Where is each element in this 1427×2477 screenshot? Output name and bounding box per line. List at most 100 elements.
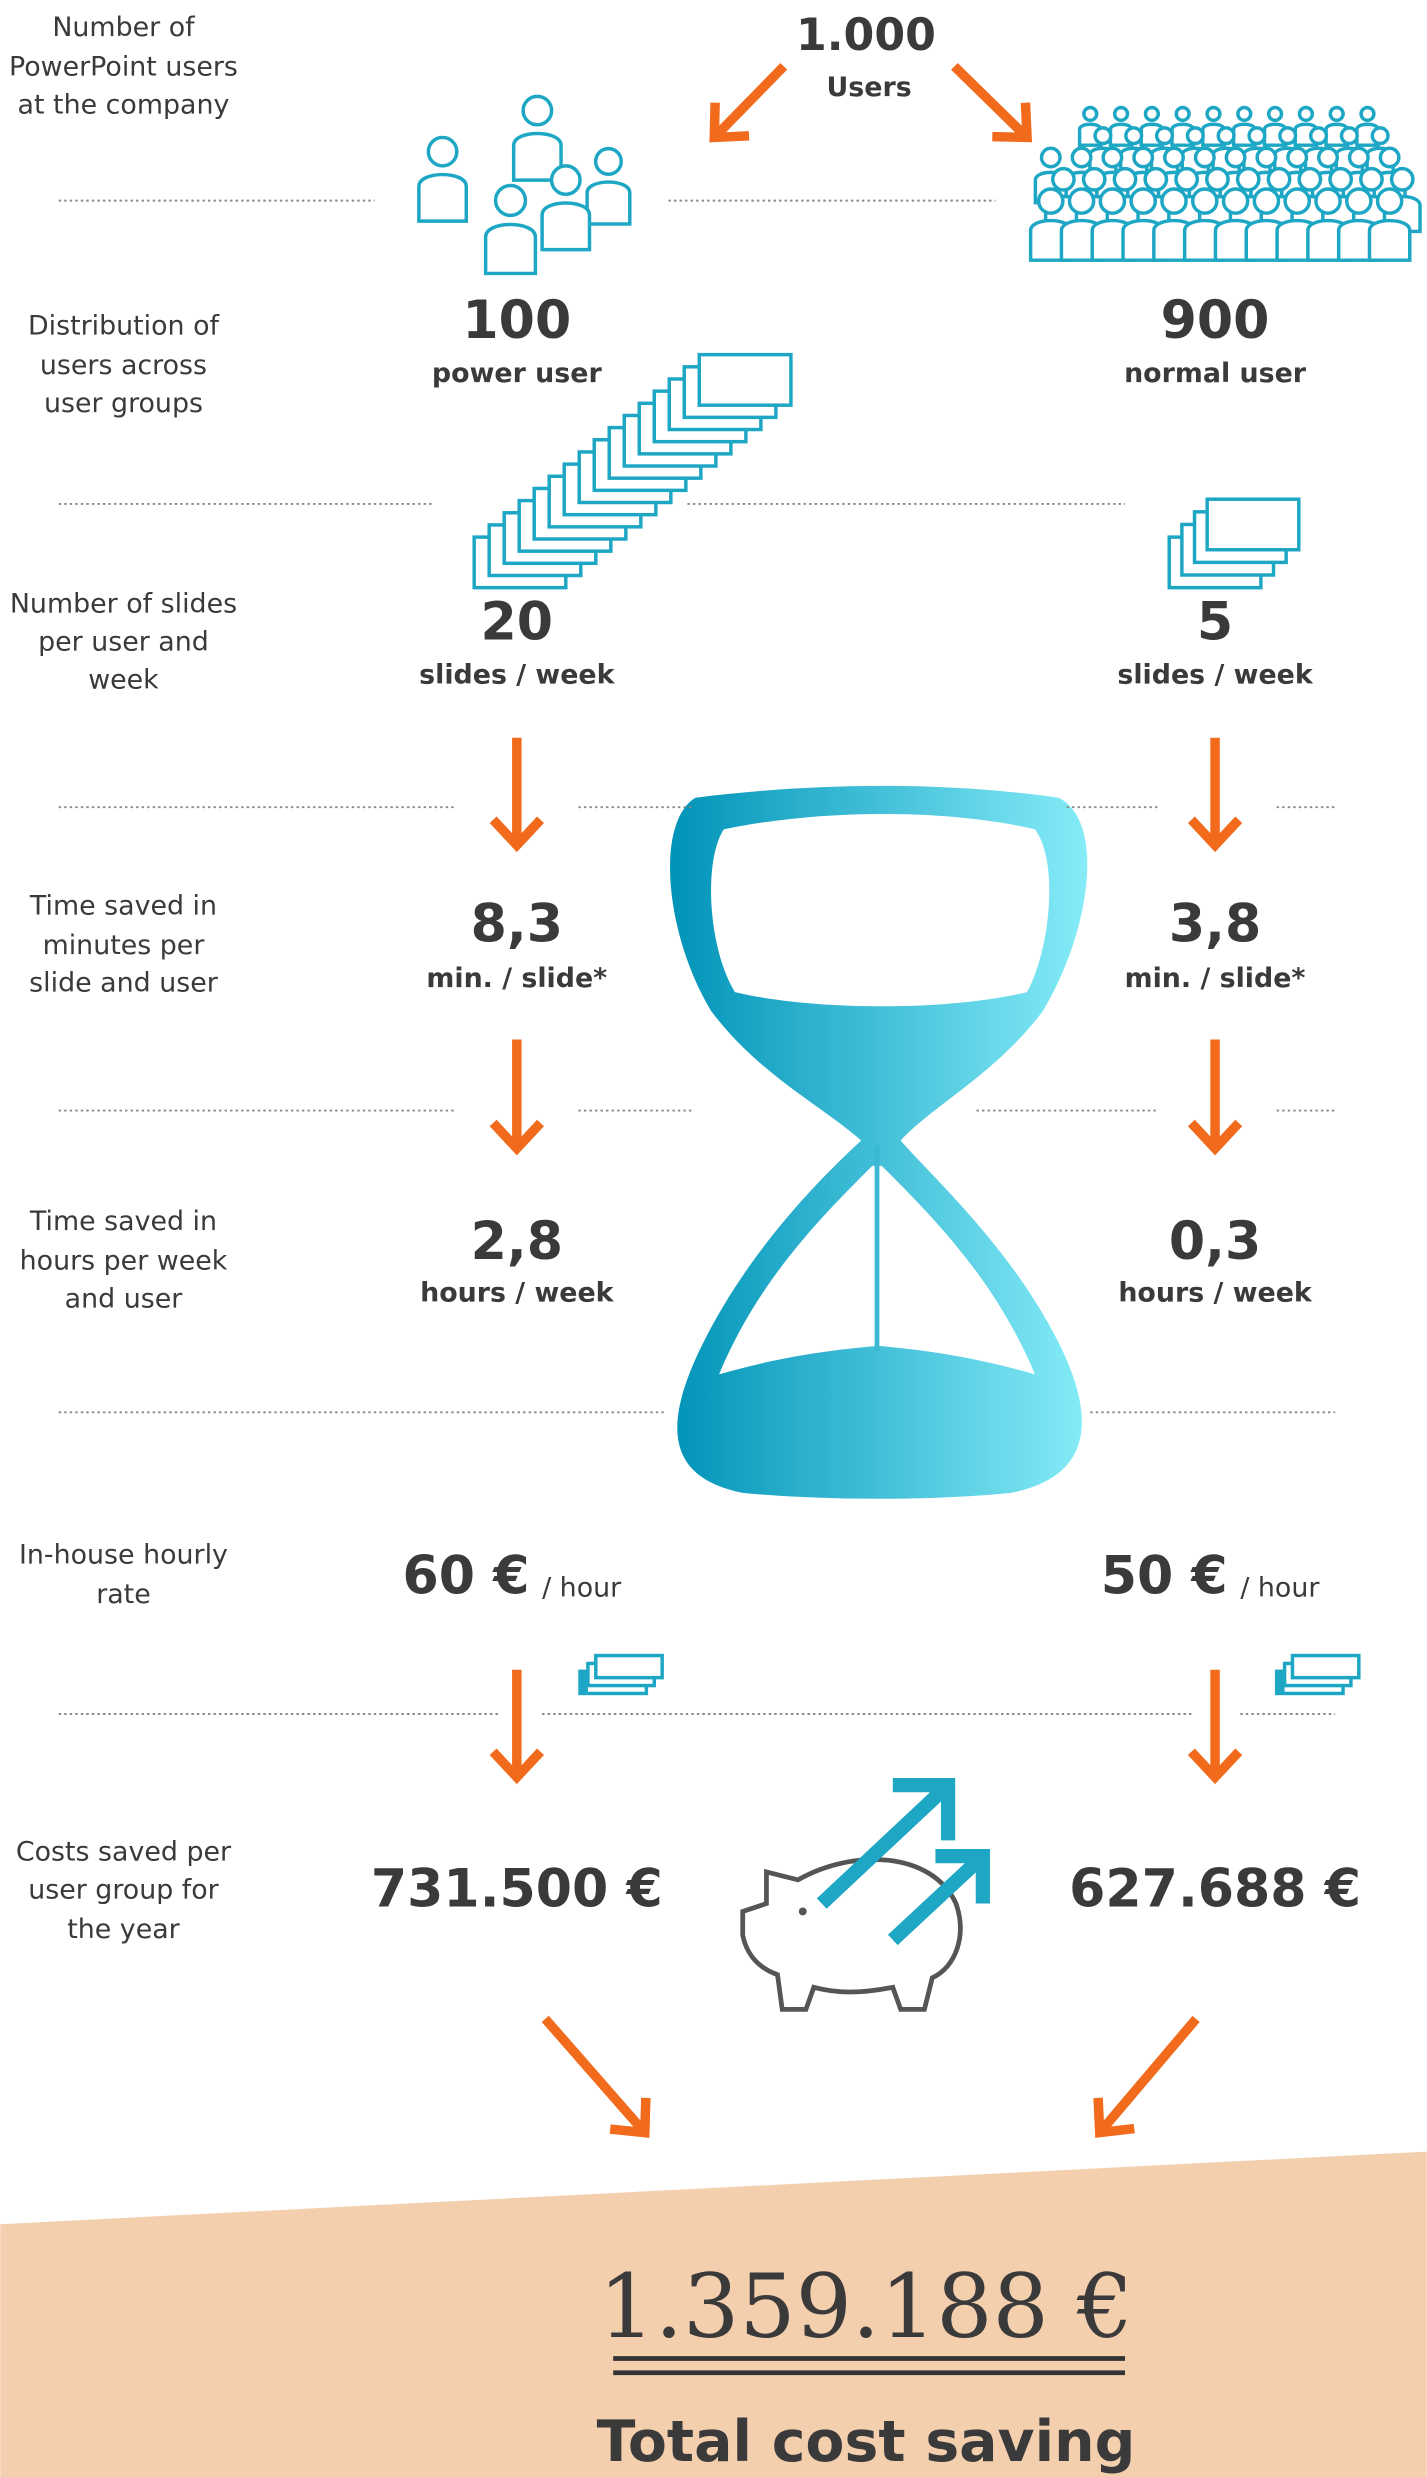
user-group: power user (432, 358, 603, 389)
person-icon (1039, 189, 1063, 213)
person-icon (1187, 128, 1203, 144)
person-icon (1115, 107, 1128, 120)
hourglass (670, 786, 1087, 1499)
person-icon (596, 149, 622, 175)
costs-value: 731.500 € (371, 1860, 663, 1920)
person-icon (1224, 189, 1248, 213)
person-icon (496, 186, 526, 216)
person-icon (1369, 221, 1409, 261)
person-icon (587, 182, 630, 224)
hours-value: 2,8 (471, 1212, 563, 1272)
person-icon (1380, 148, 1398, 166)
person-icon (1193, 189, 1217, 213)
person-icon (428, 137, 456, 165)
person-icon (552, 166, 580, 194)
arrow (493, 738, 540, 845)
slide-icon (1207, 499, 1299, 550)
rate-value: 50 € (1101, 1547, 1228, 1607)
hours-unit: hours / week (420, 1277, 615, 1308)
money-icon (596, 1656, 662, 1678)
slides-value: 20 (481, 593, 554, 653)
row-label: rate (96, 1579, 151, 1610)
arrow (493, 1670, 540, 1777)
person-icon (1084, 107, 1097, 120)
row-label: Distribution of (28, 311, 220, 342)
minutes-value: 8,3 (471, 894, 563, 954)
page: 1.000 Users 1.359.188 € Total cost savin… (0, 0, 1427, 2477)
row-label: Costs saved per (16, 1837, 232, 1868)
person-icon (1084, 169, 1105, 190)
infographic: 1.000 Users 1.359.188 € Total cost savin… (0, 0, 1427, 2477)
person-icon (1157, 128, 1173, 144)
person-icon (1134, 148, 1152, 166)
person-icon (1311, 128, 1327, 144)
person-icon (1218, 128, 1234, 144)
row-label: user group for (28, 1874, 219, 1905)
person-icon (1126, 128, 1142, 144)
person-icon (1103, 148, 1121, 166)
person-icon (1330, 169, 1351, 190)
person-icon (1280, 128, 1296, 144)
person-icon (1042, 148, 1060, 166)
person-icon (1238, 169, 1259, 190)
row-label: In-house hourly (19, 1540, 228, 1571)
person-icon (1299, 169, 1320, 190)
person-icon (1207, 169, 1228, 190)
person-icon (1257, 148, 1275, 166)
row-label: PowerPoint users (9, 51, 238, 82)
person-icon (1288, 148, 1306, 166)
slides-unit: slides / week (1117, 660, 1313, 691)
minutes-unit: min. / slide* (426, 963, 607, 994)
person-icon (1145, 107, 1158, 120)
arrow (714, 66, 784, 137)
person-icon (1176, 107, 1189, 120)
person-icon (523, 96, 551, 124)
total-value: 1.359.188 € (599, 2255, 1134, 2358)
money-icon (1292, 1656, 1358, 1678)
person-icon (1268, 169, 1289, 190)
rate-unit: / hour (1240, 1573, 1320, 1604)
person-icon (1053, 169, 1074, 190)
row-label: at the company (18, 89, 230, 120)
person-icon (1361, 169, 1382, 190)
piggy-bank (743, 1785, 983, 2009)
person-icon (1319, 148, 1337, 166)
person-icon (1372, 128, 1388, 144)
arrow (493, 1039, 540, 1148)
row-label: Number of slides (10, 589, 237, 620)
person-icon (1361, 107, 1374, 120)
arrow (1191, 738, 1238, 845)
person-icon (1145, 169, 1166, 190)
row-label: users across (40, 350, 207, 381)
person-icon (1249, 128, 1265, 144)
money-icon (1277, 1671, 1285, 1693)
person-icon (1238, 107, 1251, 120)
hours-value: 0,3 (1169, 1212, 1261, 1272)
person-icon (1254, 189, 1278, 213)
person-icon (1330, 107, 1343, 120)
person-icon (1342, 128, 1358, 144)
arrow (954, 66, 1027, 137)
person-icon (1072, 148, 1090, 166)
person-icon (1347, 189, 1371, 213)
arrow (1098, 2019, 1196, 2133)
person-icon (1207, 107, 1220, 120)
rate-unit: / hour (542, 1573, 622, 1604)
row-label: user groups (44, 388, 203, 419)
arrow (1191, 1039, 1238, 1148)
slide-icon (699, 355, 791, 406)
person-icon (1176, 169, 1197, 190)
person-icon (1165, 148, 1183, 166)
total-label: Total cost saving (597, 2409, 1136, 2475)
row-label: minutes per (43, 930, 206, 961)
row-label: Time saved in (29, 1206, 217, 1237)
person-icon (1299, 107, 1312, 120)
slides-value: 5 (1197, 593, 1233, 653)
person-icon (419, 175, 466, 222)
slides-unit: slides / week (419, 660, 615, 691)
person-icon (1285, 189, 1309, 213)
row-label: and user (65, 1284, 184, 1315)
person-icon (1378, 189, 1402, 213)
person-icon (1226, 148, 1244, 166)
person-icon (1350, 148, 1368, 166)
